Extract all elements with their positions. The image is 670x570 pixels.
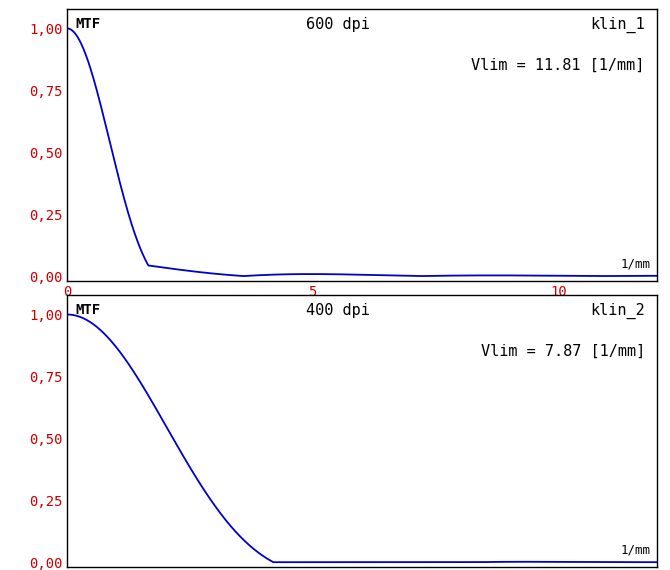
Text: 1/mm: 1/mm (620, 257, 651, 270)
Text: Vlim = 11.81 [1/mm]: Vlim = 11.81 [1/mm] (472, 58, 645, 72)
Text: 600 dpi: 600 dpi (306, 17, 370, 32)
Text: klin_2: klin_2 (590, 303, 645, 319)
Text: klin_1: klin_1 (590, 17, 645, 33)
Text: MTF: MTF (76, 17, 101, 31)
Text: 1/mm: 1/mm (620, 543, 651, 556)
Text: 400 dpi: 400 dpi (306, 303, 370, 318)
Text: MTF: MTF (76, 303, 101, 317)
Text: Vlim = 7.87 [1/mm]: Vlim = 7.87 [1/mm] (480, 344, 645, 359)
